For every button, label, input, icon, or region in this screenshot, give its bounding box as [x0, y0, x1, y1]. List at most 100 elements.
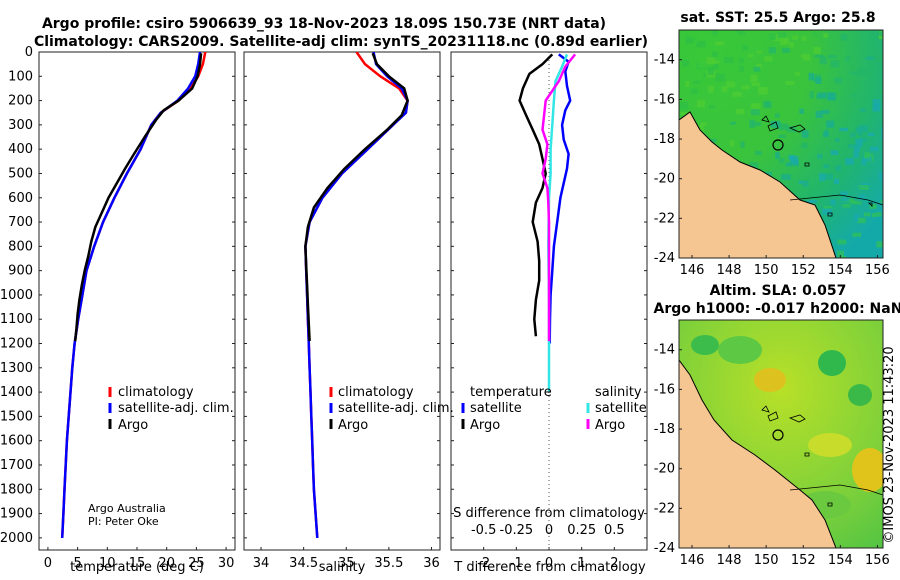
credit-line-1: Argo Australia	[88, 502, 166, 515]
sst-pixel	[813, 47, 821, 54]
sst-pixel	[827, 123, 834, 128]
sst-pixel	[756, 50, 762, 54]
x-tick-label: 0	[545, 556, 553, 571]
sst-pixel	[881, 134, 883, 140]
sst-pixel	[680, 112, 687, 116]
sst-pixel	[841, 197, 850, 202]
land-mass	[679, 111, 837, 258]
sst-pixel	[822, 208, 832, 215]
map-x-tick-label: 156	[865, 553, 890, 568]
sst-pixel	[748, 53, 754, 58]
temperature-series	[60, 52, 207, 538]
legend-climatology: climatology	[118, 385, 194, 400]
sst-pixel	[798, 180, 804, 184]
sst-pixel	[861, 159, 867, 165]
sst-pixel	[859, 194, 866, 200]
sst-pixel	[765, 171, 772, 176]
sst-pixel	[817, 92, 827, 99]
sst-pixel	[819, 56, 827, 65]
credit-line-2: PI: Peter Oke	[88, 515, 159, 528]
sst-pixel	[867, 132, 875, 136]
sst-pixel	[779, 41, 787, 46]
sst-pixel	[690, 88, 698, 95]
depth-tick-label: 400	[8, 142, 33, 157]
sst-pixel	[830, 150, 839, 156]
depth-tick-label: 1300	[0, 361, 33, 376]
map-y-tick-label: -24	[654, 251, 675, 266]
sst-pixel	[697, 99, 705, 108]
sst-pixel	[709, 138, 717, 143]
x-tick-label: 0	[44, 556, 52, 571]
sst-pixel	[835, 138, 840, 142]
sst-pixel	[875, 53, 883, 62]
sst-pixel	[730, 121, 737, 125]
sst-pixel	[785, 162, 792, 167]
s-diff-tick-label: 0.5	[604, 523, 625, 538]
sst-pixel	[785, 81, 795, 86]
x-tick-label: 25	[188, 556, 205, 571]
map-x-tick-label: 156	[865, 263, 890, 278]
legend-t-argo: Argo	[470, 418, 500, 433]
sst-pixel	[850, 132, 856, 137]
sst-pixel	[764, 56, 773, 62]
map-x-tick-label: 146	[680, 263, 705, 278]
sst-map-title: sat. SST: 25.5 Argo: 25.8	[680, 10, 875, 26]
sst-pixel	[732, 91, 742, 97]
sst-pixel	[750, 109, 760, 116]
sst-pixel	[753, 66, 761, 72]
sst-pixel	[809, 91, 814, 99]
sst-map	[679, 30, 883, 258]
sst-pixel	[837, 250, 844, 258]
sst-pixel	[872, 99, 881, 106]
sst-pixel	[698, 60, 707, 68]
difference-series	[518, 53, 577, 393]
difference-legend: temperature satellite Argo salinity sate…	[461, 385, 647, 433]
sst-pixel	[864, 152, 870, 159]
temperature-legend: climatology satellite-adj. clim. Argo	[108, 385, 234, 433]
sst-pixel	[817, 153, 823, 159]
sst-pixel	[764, 100, 772, 109]
sst-pixel	[855, 139, 863, 147]
sst-pixel	[830, 199, 836, 206]
map-y-tick-label: -20	[654, 172, 675, 187]
sst-pixel	[721, 86, 728, 93]
watermark: ©IMOS 23-Nov-2023 11:43:20	[882, 346, 897, 543]
sst-pixel	[799, 108, 804, 114]
title-line-1: Argo profile: csiro 5906639_93 18-Nov-20…	[42, 16, 606, 32]
sst-pixel	[842, 204, 851, 208]
sst-pixel	[823, 206, 832, 210]
sst-pixel	[801, 130, 809, 138]
map-y-tick-label: -18	[654, 422, 675, 437]
depth-tick-label: 1800	[0, 482, 33, 497]
salinity-legend: climatology satellite-adj. clim. Argo	[329, 385, 454, 433]
s-diff-tick-label: 0	[545, 523, 553, 538]
sst-pixel	[679, 102, 689, 110]
legend-s-satellite: satellite	[595, 401, 647, 416]
x-tick-label: 5	[73, 556, 81, 571]
series-line-t-argo	[518, 53, 554, 337]
x-tick-label: 10	[99, 556, 116, 571]
sst-pixel	[712, 63, 719, 70]
x-tick-label: 2	[610, 556, 618, 571]
sst-pixel	[865, 56, 874, 60]
sst-pixel	[834, 77, 843, 84]
temperature-xlabel: temperature (deg C)	[70, 560, 204, 575]
sst-pixel	[686, 38, 694, 43]
sla-map-title-1: Altim. SLA: 0.057	[710, 283, 847, 299]
sla-map-ticks: 146 148 150 152 154 156 -14 -16 -18 -20 -22 -24	[654, 343, 890, 568]
sst-pixel	[738, 65, 745, 72]
sst-pixel	[708, 85, 714, 93]
series-line-t-satellite	[548, 53, 572, 344]
sst-pixel	[812, 31, 818, 37]
sst-pixel	[862, 156, 872, 162]
sst-pixel	[840, 191, 848, 196]
legend-argo-s: Argo	[338, 418, 368, 433]
sst-pixel	[802, 180, 809, 188]
sst-map-ticks: 146 148 150 152 154 156 -14 -16 -18 -20 -22 -24	[654, 53, 890, 278]
sst-pixel	[824, 173, 834, 180]
sst-pixel	[815, 111, 823, 118]
legend-satellite: satellite-adj. clim.	[118, 401, 234, 416]
sla-map-frame	[678, 319, 884, 549]
salinity-series	[304, 52, 409, 538]
depth-tick-label: 1200	[0, 337, 33, 352]
